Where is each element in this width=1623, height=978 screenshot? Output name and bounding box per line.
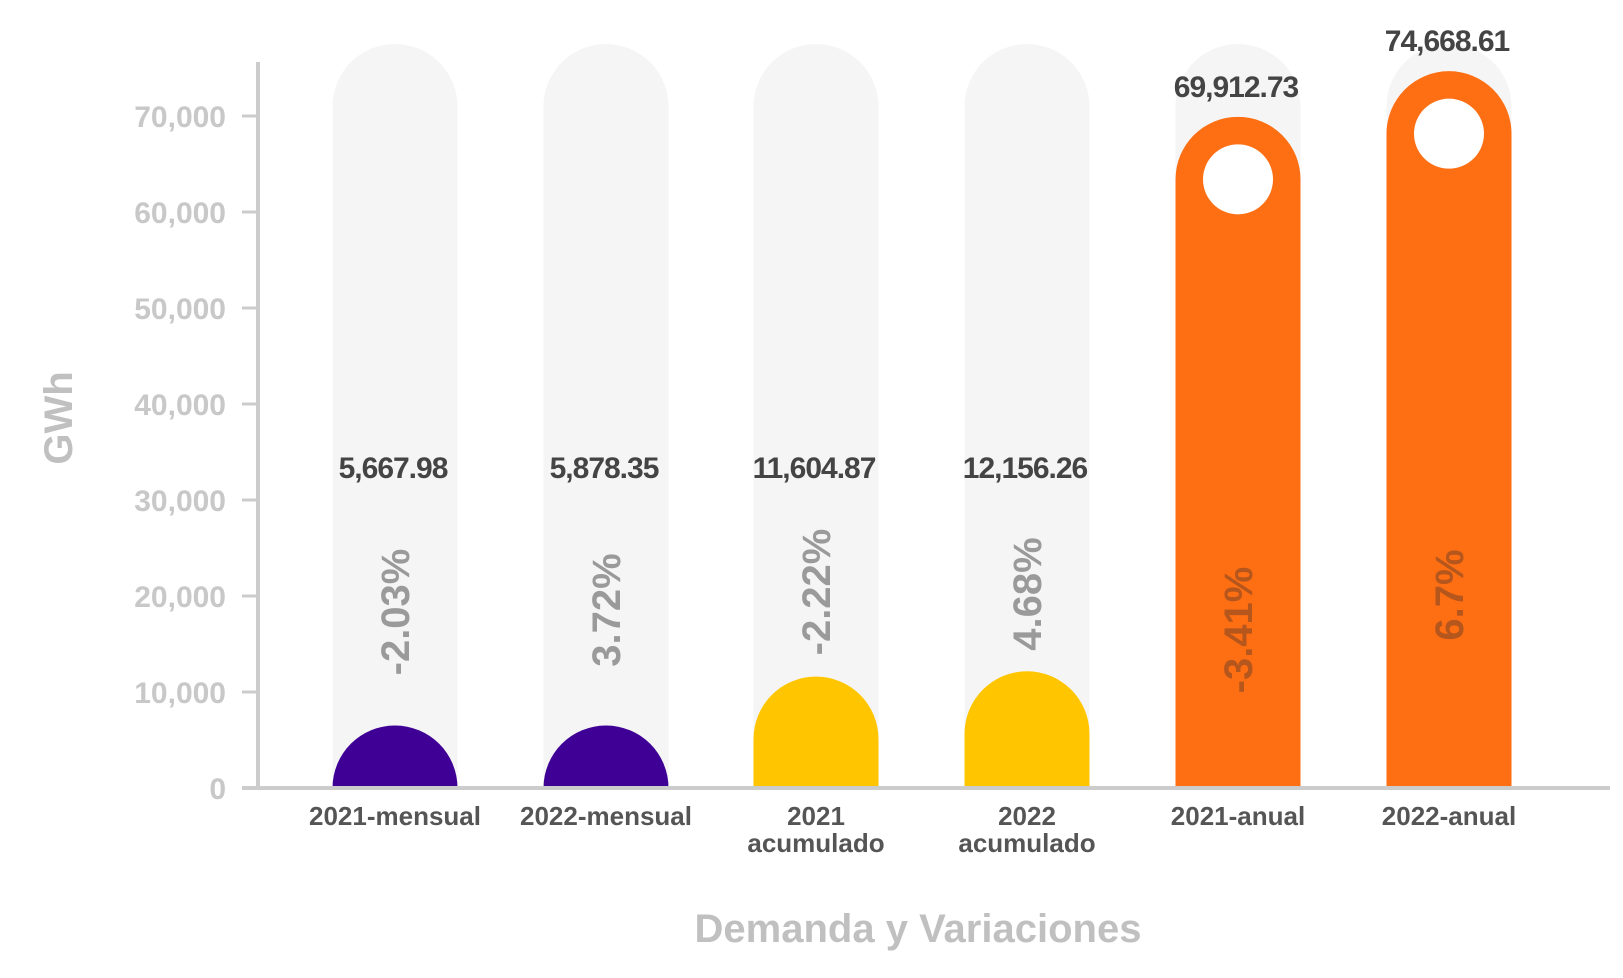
bar <box>1386 71 1512 789</box>
bar-marker <box>1414 98 1484 169</box>
y-tick-label: 30,000 <box>134 485 226 518</box>
y-tick-label: 10,000 <box>134 677 226 710</box>
data-label: 69,912.73 <box>1174 71 1299 104</box>
data-label: 5,667.98 <box>339 452 448 485</box>
y-tick-label: 60,000 <box>134 197 226 230</box>
y-tick-label: 70,000 <box>134 101 226 134</box>
bar <box>332 725 458 788</box>
x-tick-label: 2021-mensual <box>309 801 481 831</box>
bar-track <box>543 44 669 789</box>
variation-label: 4.68% <box>1006 537 1050 650</box>
x-tick-label: 2022-anual <box>1382 801 1516 831</box>
data-label: 74,668.61 <box>1385 25 1510 58</box>
bar-track <box>964 44 1090 789</box>
y-tick-label: 40,000 <box>134 389 226 422</box>
data-label: 12,156.26 <box>963 452 1088 485</box>
bar-track <box>332 44 458 789</box>
y-axis-title: GWh <box>37 371 81 464</box>
y-tick-label: 0 <box>209 773 226 806</box>
x-tick-label: 2022 acumulado <box>958 801 1095 858</box>
x-tick-label: 2022-mensual <box>520 801 692 831</box>
data-label: 11,604.87 <box>753 452 876 485</box>
variation-label: -3.41% <box>1217 567 1261 694</box>
data-label: 5,878.35 <box>550 452 659 485</box>
x-tick-label: 2021 acumulado <box>747 801 884 858</box>
variation-label: -2.03% <box>374 549 418 676</box>
bar-marker <box>1203 144 1273 215</box>
bar <box>753 676 879 788</box>
x-axis-title: Demanda y Variaciones <box>695 907 1142 951</box>
x-tick-label: 2021-anual <box>1171 801 1305 831</box>
bar-track <box>753 44 879 789</box>
variation-label: 6.7% <box>1428 549 1472 640</box>
bar <box>1175 116 1301 788</box>
variation-label: 3.72% <box>585 553 629 666</box>
bar <box>964 671 1090 788</box>
variation-label: -2.22% <box>795 529 839 656</box>
bar <box>543 725 669 788</box>
y-tick-label: 20,000 <box>134 581 226 614</box>
y-tick-label: 50,000 <box>134 293 226 326</box>
